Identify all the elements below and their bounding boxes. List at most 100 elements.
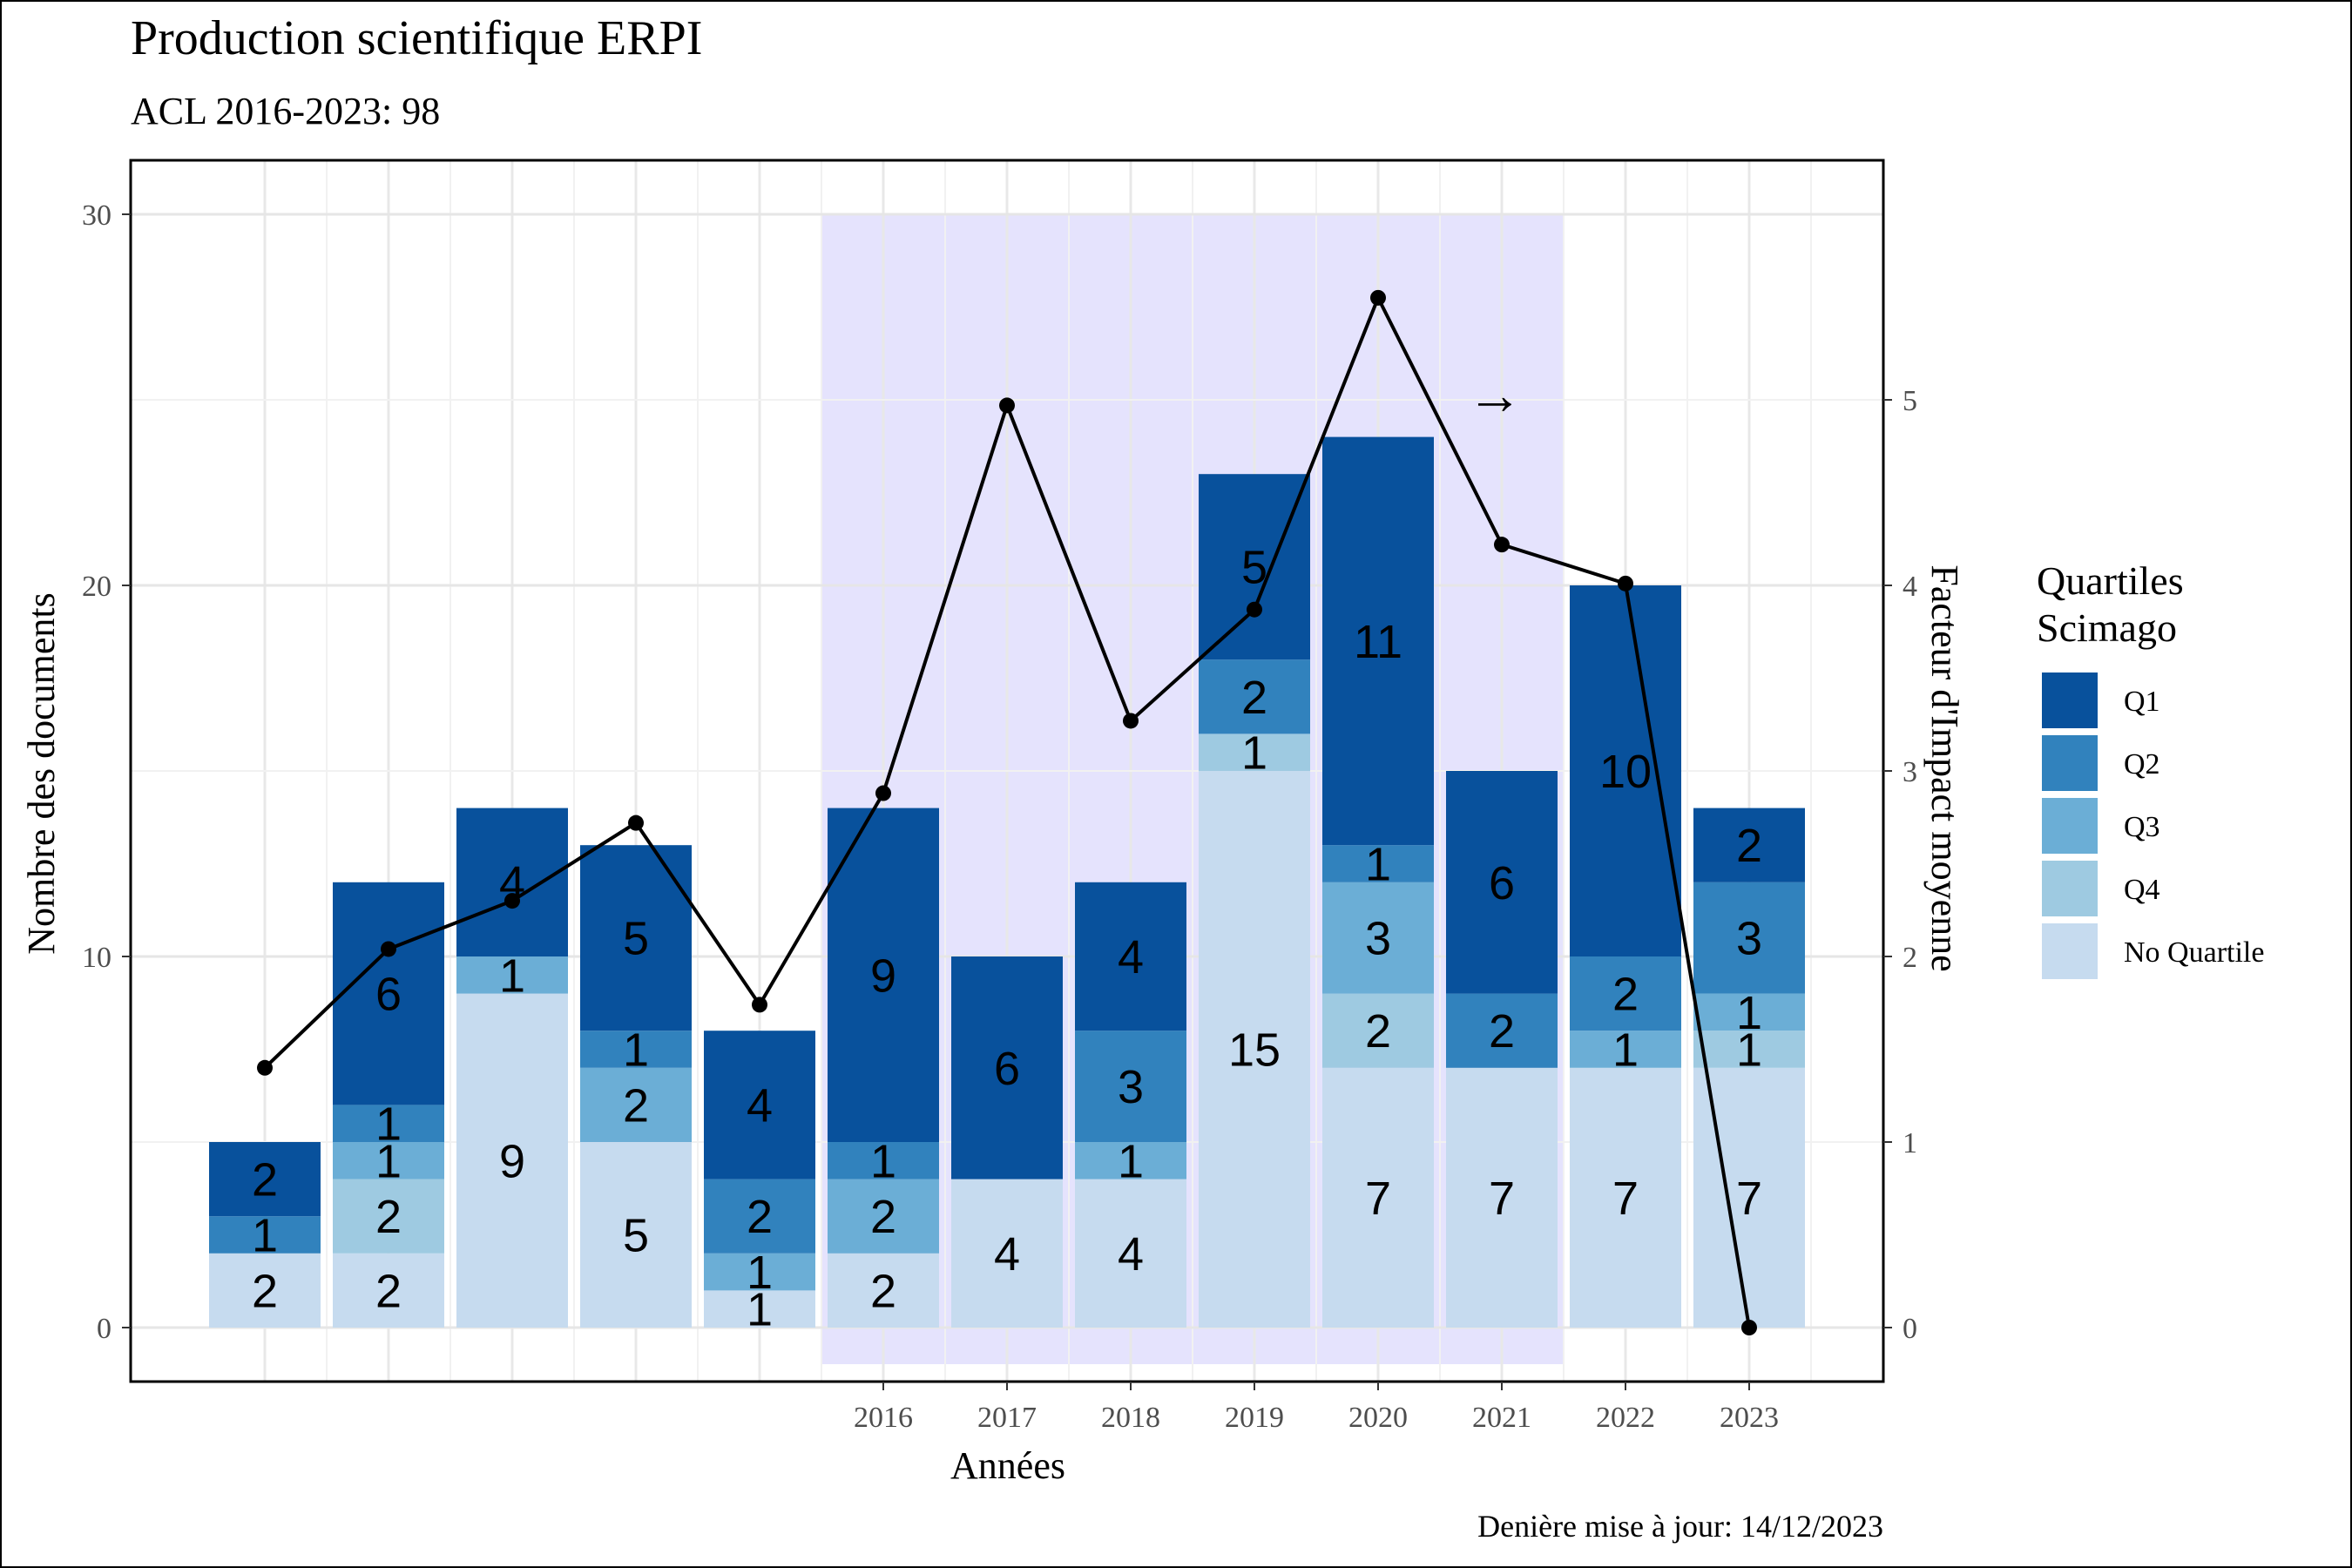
x-axis-tick-label: 2023 xyxy=(1720,1402,1779,1434)
bar-value-label: 4 xyxy=(994,1228,1020,1281)
bar-segment xyxy=(1322,1067,1434,1328)
bar-segment xyxy=(580,1067,692,1142)
impact-line-point xyxy=(628,814,644,831)
impact-line-point xyxy=(752,997,767,1013)
bar-value-label: 1 xyxy=(375,1135,402,1187)
bars xyxy=(209,436,1805,1328)
bar-segment xyxy=(951,1179,1063,1328)
bar-segment xyxy=(1693,882,1805,994)
bar-value-label: 1 xyxy=(747,1284,773,1336)
bar-value-label: 7 xyxy=(1612,1173,1639,1225)
bar-value-label: 1 xyxy=(1241,727,1267,780)
bar-segment xyxy=(704,1253,815,1291)
bar-value-label: 15 xyxy=(1228,1024,1281,1077)
bar-segment xyxy=(1199,659,1310,734)
bar-segment xyxy=(1075,1179,1186,1328)
bar-value-label: 5 xyxy=(623,913,649,965)
bar-segment xyxy=(333,882,444,1105)
impact-line-point xyxy=(504,893,520,909)
bar-value-label: 1 xyxy=(375,1098,402,1151)
impact-line xyxy=(257,289,1757,1335)
bar-segment xyxy=(1446,1067,1558,1328)
bar-value-label: 7 xyxy=(1489,1173,1515,1225)
impact-line-point xyxy=(1247,601,1262,618)
bar-value-label: 1 xyxy=(1736,987,1762,1039)
chart-title: Production scientifique ERPI xyxy=(131,11,702,65)
bar-segment xyxy=(828,808,939,1142)
legend-label: Q1 xyxy=(2124,686,2160,718)
bar-value-label: 2 xyxy=(747,1191,773,1243)
bar-value-label: 3 xyxy=(1736,913,1762,965)
bar-value-label: 2 xyxy=(870,1191,896,1243)
plot-panel: 2122211691452151124221946413415125723111… xyxy=(82,159,1917,1434)
bar-segment xyxy=(828,1179,939,1254)
bar-value-label: 2 xyxy=(252,1265,278,1317)
y-axis-tick-label: 20 xyxy=(82,571,112,603)
bar-value-label: 2 xyxy=(1489,1005,1515,1058)
y2-axis-label: Facteur d'Impact moyenne xyxy=(1923,564,1966,971)
bar-segment xyxy=(704,1031,815,1179)
y2-axis-tick-label: 2 xyxy=(1903,942,1917,974)
bar-segment xyxy=(1075,882,1186,1031)
bar-value-label: 6 xyxy=(1489,857,1515,909)
x-axis-tick-label: 2022 xyxy=(1596,1402,1655,1434)
legend-label: Q2 xyxy=(2124,748,2160,781)
bar-segment xyxy=(1322,882,1434,994)
bar-segment xyxy=(1570,1031,1681,1068)
bar-segment xyxy=(209,1216,321,1254)
legend-swatch xyxy=(2042,861,2098,916)
bar-segment xyxy=(828,1253,939,1328)
bar-segment xyxy=(1199,733,1310,771)
bar-value-label: 1 xyxy=(499,950,525,1002)
bar-value-label: 1 xyxy=(870,1135,896,1187)
bar-segment xyxy=(1693,1031,1805,1068)
bar-segment xyxy=(1199,474,1310,660)
bar-segment xyxy=(951,956,1063,1179)
bar-segment xyxy=(1199,771,1310,1328)
y-axis-tick-label: 30 xyxy=(82,199,112,232)
bar-segment xyxy=(1446,993,1558,1068)
caption: Denière mise à jour: 14/12/2023 xyxy=(1477,1509,1883,1544)
bar-value-label: 1 xyxy=(1736,1024,1762,1077)
bar-segment xyxy=(209,1253,321,1328)
legend-swatch xyxy=(2042,735,2098,791)
legend-swatch xyxy=(2042,672,2098,728)
impact-line-point xyxy=(1123,713,1139,729)
bar-value-label: 7 xyxy=(1736,1173,1762,1225)
impact-line-point xyxy=(1741,1320,1757,1335)
arrow-annotation: → xyxy=(1467,363,1523,426)
legend-label: Q4 xyxy=(2124,874,2160,906)
bar-segment xyxy=(1075,1142,1186,1179)
bar-value-label: 6 xyxy=(375,969,402,1021)
bar-value-label: 2 xyxy=(1612,969,1639,1021)
bar-labels: 2122211691452151124221946413415125723111… xyxy=(252,542,1762,1336)
y-axis-label: Nombre des documents xyxy=(20,592,63,954)
bar-value-label: 7 xyxy=(1365,1173,1391,1225)
bar-value-label: 9 xyxy=(499,1135,525,1187)
legend-title: Quartiles xyxy=(2037,558,2184,603)
impact-line-point xyxy=(1494,537,1510,553)
legend-title: Scimago xyxy=(2037,605,2177,650)
bar-segment xyxy=(333,1179,444,1254)
bar-segment xyxy=(456,956,568,994)
bar-segment xyxy=(333,1253,444,1328)
legend-label: Q3 xyxy=(2124,811,2160,843)
bar-segment xyxy=(1693,993,1805,1031)
bar-value-label: 10 xyxy=(1599,746,1652,798)
bar-segment xyxy=(456,993,568,1328)
bar-segment xyxy=(580,1031,692,1068)
bar-value-label: 1 xyxy=(747,1247,773,1299)
y2-axis-tick-label: 4 xyxy=(1903,571,1917,603)
legend-label: No Quartile xyxy=(2124,936,2264,969)
impact-line-point xyxy=(875,785,891,801)
impact-line-point xyxy=(999,397,1015,414)
bar-value-label: 9 xyxy=(870,950,896,1002)
y2-axis-tick-label: 1 xyxy=(1903,1127,1917,1159)
impact-line-point xyxy=(1618,575,1633,591)
bar-value-label: 6 xyxy=(994,1043,1020,1095)
x-axis-tick-label: 2018 xyxy=(1101,1402,1160,1434)
impact-line-point xyxy=(381,941,396,957)
bar-segment xyxy=(1322,436,1434,846)
